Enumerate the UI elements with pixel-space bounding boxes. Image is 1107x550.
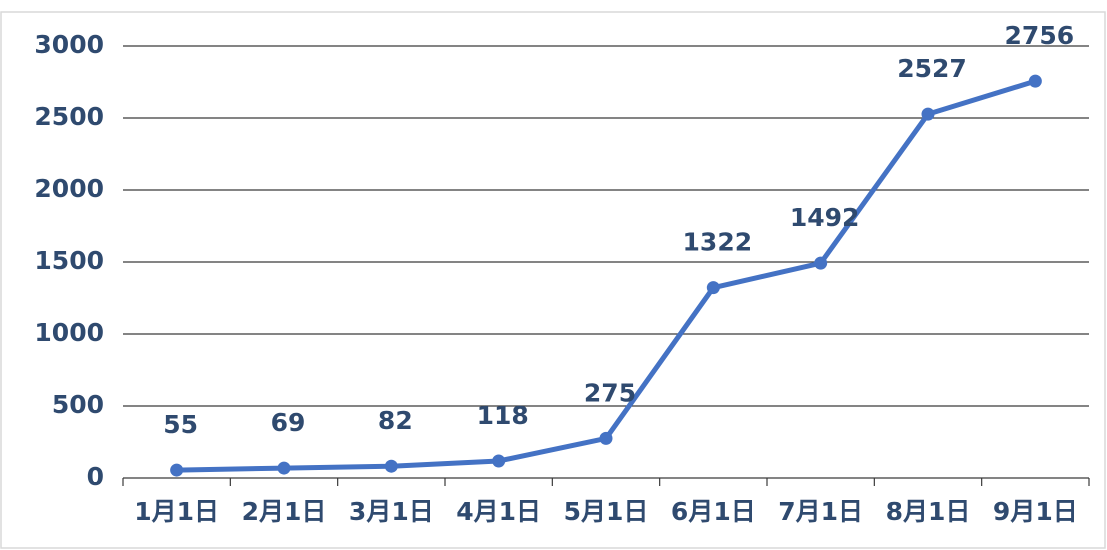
point — [1028, 74, 1042, 88]
x-tick-label: 6月1日 — [671, 497, 756, 526]
data-label: 69 — [271, 408, 306, 437]
x-tick-label: 8月1日 — [886, 497, 971, 526]
x-tick-label: 3月1日 — [349, 497, 434, 526]
data-label: 2527 — [897, 54, 967, 83]
data-label: 55 — [163, 410, 198, 439]
y-tick-label: 1500 — [34, 246, 104, 275]
data-label: 118 — [477, 401, 529, 430]
y-tick-label: 2500 — [34, 102, 104, 131]
x-tick-label: 7月1日 — [778, 497, 863, 526]
data-label: 2756 — [1005, 21, 1075, 50]
data-label: 275 — [584, 378, 636, 407]
point — [492, 454, 506, 468]
point — [170, 463, 184, 477]
data-label: 82 — [378, 406, 413, 435]
point — [384, 459, 398, 473]
chart-frame — [0, 11, 1106, 549]
x-tick-label: 1月1日 — [134, 497, 219, 526]
y-tick-label: 500 — [52, 390, 104, 419]
point — [277, 461, 291, 475]
x-tick-label: 4月1日 — [456, 497, 541, 526]
y-tick-label: 2000 — [34, 174, 104, 203]
y-tick-label: 3000 — [34, 30, 104, 59]
data-label: 1492 — [790, 203, 860, 232]
point — [599, 431, 613, 445]
point — [814, 256, 828, 270]
y-tick-label: 1000 — [34, 318, 104, 347]
x-tick-label: 5月1日 — [564, 497, 649, 526]
x-tick-label: 2月1日 — [242, 497, 327, 526]
x-tick-label: 9月1日 — [993, 497, 1078, 526]
data-label: 1322 — [683, 228, 753, 257]
point — [706, 281, 720, 295]
point — [921, 107, 935, 121]
y-tick-label: 0 — [87, 462, 104, 491]
